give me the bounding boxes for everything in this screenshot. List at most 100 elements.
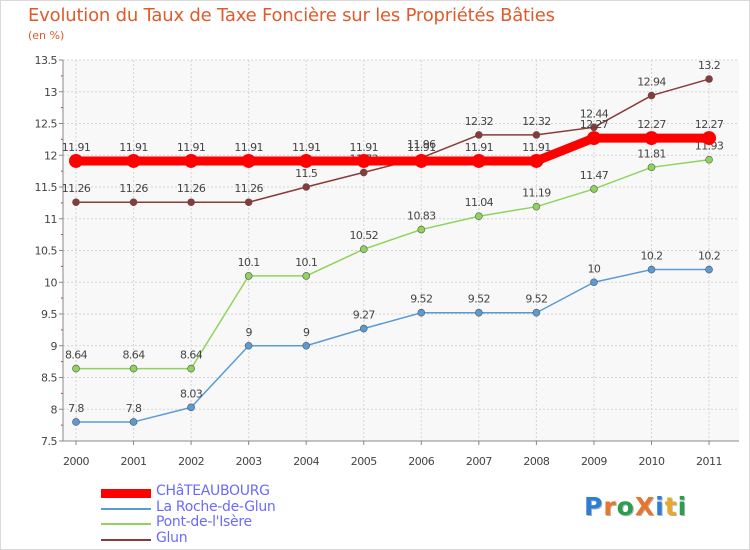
legend-label: Pont-de-l'Isère <box>156 514 252 530</box>
x-tick-label: 2002 <box>178 455 204 468</box>
data-label-0: 11.91 <box>119 141 148 154</box>
series-point-1 <box>302 341 311 350</box>
series-point-0 <box>586 131 601 146</box>
data-label-2: 10.1 <box>295 256 317 269</box>
y-tick-label: 12.5 <box>35 118 58 131</box>
series-point-1 <box>705 265 713 274</box>
series-point-0 <box>184 153 199 168</box>
series-point-1 <box>72 418 80 426</box>
data-label-1: 9.27 <box>353 309 376 322</box>
series-point-3 <box>359 168 368 177</box>
series-point-2 <box>705 155 713 164</box>
series-point-1 <box>417 308 426 317</box>
series-point-2 <box>532 202 541 211</box>
x-tick-label: 2008 <box>523 455 549 468</box>
series-point-1 <box>647 265 656 274</box>
y-tick-label: 9.5 <box>41 308 57 321</box>
series-point-3 <box>532 131 541 139</box>
data-label-2: 10.83 <box>407 210 436 223</box>
y-tick-label: 9 <box>51 340 58 353</box>
series-point-2 <box>475 212 483 221</box>
data-label-1: 9.52 <box>525 293 547 306</box>
series-point-1 <box>590 278 598 287</box>
data-label-0: 11.91 <box>407 141 436 154</box>
data-label-1: 10.2 <box>698 250 720 263</box>
chart-title: Evolution du Taux de Taxe Foncière sur l… <box>28 5 555 26</box>
data-label-2: 11.19 <box>522 187 551 200</box>
data-label-0: 11.91 <box>234 141 263 154</box>
data-label-2: 11.81 <box>637 147 666 160</box>
y-tick-label: 7.5 <box>41 435 57 448</box>
series-point-2 <box>72 364 80 373</box>
data-label-3: 11.26 <box>177 182 206 195</box>
legend-label: CHâTEAUBOURG <box>156 483 270 499</box>
proxiti-logo: ProXiti <box>584 492 688 521</box>
series-point-1 <box>244 341 253 350</box>
series-point-2 <box>417 225 426 234</box>
data-label-3: 11.26 <box>62 182 91 195</box>
data-label-3: 11.26 <box>119 182 148 195</box>
data-label-0: 12.27 <box>580 118 609 131</box>
data-label-2: 8.64 <box>65 349 88 362</box>
legend-label: La Roche-de-Glun <box>156 498 276 515</box>
x-tick-label: 2010 <box>639 455 665 468</box>
legend-label: Glun <box>156 529 188 546</box>
series-point-1 <box>532 308 541 317</box>
x-tick-label: 2006 <box>408 455 434 468</box>
data-label-1: 9 <box>303 326 310 339</box>
data-label-1: 10.2 <box>640 250 662 263</box>
legend-swatch <box>101 523 151 525</box>
x-tick-label: 2011 <box>696 455 722 468</box>
data-label-1: 8.03 <box>180 387 203 400</box>
y-tick-label: 10.5 <box>35 245 58 258</box>
data-label-3: 11.5 <box>295 167 318 180</box>
data-label-0: 11.91 <box>62 141 91 154</box>
data-label-3: 12.44 <box>580 107 609 120</box>
data-label-3: 11.96 <box>407 138 436 151</box>
y-tick-label: 11.5 <box>35 181 58 194</box>
legend-swatch <box>101 489 151 498</box>
series-point-0 <box>356 153 371 168</box>
series-line-0 <box>76 133 710 166</box>
data-label-1: 9 <box>245 326 252 339</box>
data-label-1: 7.8 <box>68 402 84 415</box>
y-tick-label: 10 <box>44 276 57 289</box>
series-point-0 <box>644 131 659 146</box>
data-label-3: 12.32 <box>465 115 494 128</box>
series-point-2 <box>359 245 368 254</box>
series-point-3 <box>72 198 80 207</box>
data-label-0: 12.27 <box>695 118 724 131</box>
data-label-2: 10.52 <box>350 229 379 242</box>
series-line-1 <box>76 268 710 423</box>
data-label-1: 9.52 <box>410 293 432 306</box>
series-point-0 <box>702 131 717 146</box>
data-label-2: 8.64 <box>123 349 146 362</box>
x-tick-label: 2007 <box>466 455 492 468</box>
data-label-3: 12.32 <box>522 115 551 128</box>
data-label-3: 11.26 <box>234 182 263 195</box>
series-point-0 <box>529 153 544 168</box>
series-point-0 <box>126 153 141 168</box>
data-label-0: 11.91 <box>350 141 379 154</box>
series-point-3 <box>129 198 138 207</box>
series-line-2 <box>76 158 710 370</box>
series-point-1 <box>129 418 138 426</box>
x-tick-label: 2003 <box>236 455 262 468</box>
series-point-3 <box>647 91 656 100</box>
y-tick-label: 13 <box>44 86 57 99</box>
data-label-2: 11.04 <box>465 196 494 209</box>
data-label-0: 11.91 <box>292 141 321 154</box>
series-point-2 <box>187 364 195 373</box>
y-tick-label: 8 <box>51 403 58 416</box>
data-label-0: 11.91 <box>465 141 494 154</box>
data-label-3: 12.94 <box>637 76 666 89</box>
series-point-0 <box>241 153 256 168</box>
x-tick-label: 2001 <box>121 455 147 468</box>
series-point-3 <box>705 75 713 83</box>
series-point-3 <box>475 131 483 139</box>
legend-swatch <box>101 507 151 510</box>
series-point-3 <box>244 198 253 207</box>
series-point-0 <box>69 153 83 168</box>
